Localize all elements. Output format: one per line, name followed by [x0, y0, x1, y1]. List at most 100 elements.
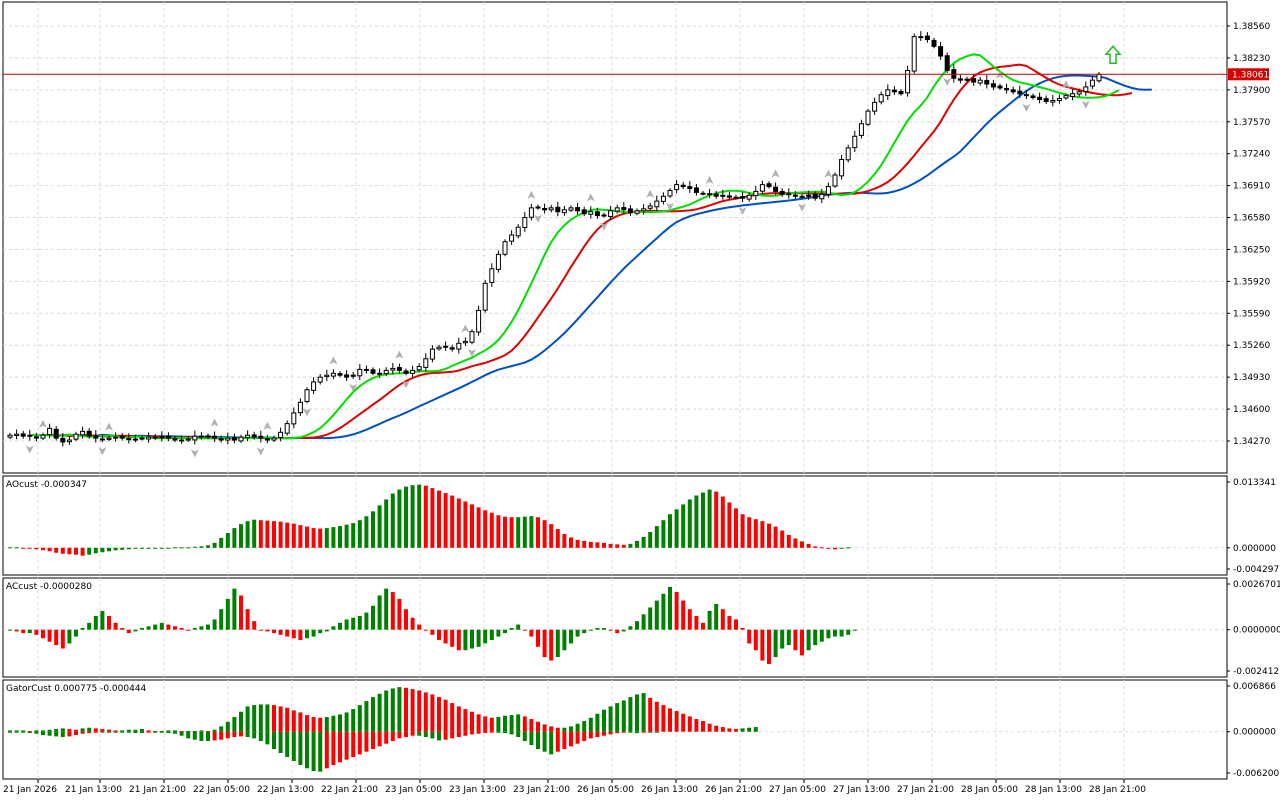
ac-bar-up [714, 604, 719, 630]
ac-bar-down [390, 592, 395, 630]
candle-bear [581, 209, 587, 215]
candle-bear [931, 39, 937, 47]
gator-upper-bar-down [450, 703, 455, 732]
candle-bear [205, 435, 211, 438]
ac-bar-up [786, 629, 791, 646]
gator-upper-bar-up [621, 700, 626, 732]
ao-bar-up [245, 521, 250, 548]
gator-upper-bar-down [278, 706, 283, 732]
gator-lower-bar-down [463, 731, 468, 736]
ao-bar-up [133, 547, 138, 549]
gator-lower-bar-up [311, 731, 316, 772]
ac-bar-down [410, 617, 415, 630]
gator-upper-bar-up [331, 715, 336, 732]
ao-bar-down [258, 520, 263, 548]
gator-upper-bar-up [232, 717, 237, 732]
candle-bear [403, 370, 409, 374]
time-label: 23 Jan 13:00 [449, 785, 506, 795]
ao-bar-up [351, 523, 356, 548]
candle-bull [14, 433, 20, 436]
gator-upper-bar-up [245, 706, 250, 732]
candle-bull [1050, 99, 1056, 103]
time-label: 22 Jan 21:00 [321, 785, 378, 795]
candle-bear [601, 214, 607, 217]
candle-bull [113, 436, 119, 439]
gator-lower-bar-up [27, 731, 32, 734]
candle-bear [938, 46, 944, 57]
ac-bar-down [793, 629, 798, 651]
candle-bear [1023, 94, 1029, 97]
ao-bar-up [707, 489, 712, 548]
ao-bar-down [496, 515, 501, 548]
gator-upper-bar-down [410, 689, 415, 732]
ac-bar-down [450, 629, 455, 647]
gator-lower-bar-up [41, 731, 45, 736]
candle-bull [179, 439, 185, 442]
ao-bar-up [839, 547, 844, 549]
time-label: 21 Jan 21:00 [129, 785, 186, 795]
ac-bar-down [21, 629, 26, 634]
ao-bar-down [503, 516, 507, 548]
time-label: 27 Jan 05:00 [769, 785, 826, 795]
ind-tick-label: 0.013341 [1233, 478, 1276, 488]
ac-bar-down [681, 600, 686, 630]
ac-bar-down [397, 598, 402, 630]
ao-bar-up [324, 528, 329, 548]
ao-bar-down [47, 547, 52, 552]
gator-lower-bar-up [298, 731, 303, 766]
gator-upper-bar-up [740, 728, 745, 732]
gator-upper-bar-down [311, 717, 316, 732]
ao-bar-down [806, 543, 811, 548]
ao-bar-up [153, 547, 158, 549]
ac-bar-up [470, 629, 474, 649]
gator-lower-bar-up [285, 731, 290, 758]
candle-bull [73, 433, 79, 440]
ao-bar-down [476, 507, 481, 548]
gator-upper-bar-up [351, 709, 356, 732]
ao-bar-down [833, 547, 837, 550]
ao-bar-up [159, 547, 164, 549]
ac-bar-up [331, 626, 336, 630]
ao-bar-down [740, 514, 745, 548]
candle-bear [621, 207, 627, 211]
gator-upper-bar-up [258, 704, 263, 732]
ac-bar-up [80, 627, 85, 630]
gator-upper-bar-up [509, 715, 514, 732]
time-label: 21 Jan 2026 [3, 785, 57, 795]
ao-bar-up [87, 547, 92, 555]
gator-lower-bar-down [588, 731, 593, 739]
gator-upper-bar-down [694, 719, 699, 732]
current-price-tag [1228, 68, 1269, 81]
gator-upper-bar-up [390, 688, 395, 732]
gator-upper-bar-down [272, 705, 276, 732]
ac-bar-up [93, 616, 98, 630]
ac-bar-up [476, 629, 481, 647]
fractal-down-marker [190, 449, 199, 458]
candle-bear [779, 190, 785, 195]
ac-bar-up [311, 629, 316, 637]
candle-bear [944, 55, 950, 71]
time-label: 26 Jan 13:00 [641, 785, 698, 795]
time-label: 23 Jan 21:00 [513, 785, 570, 795]
ac-bar-down [549, 629, 554, 661]
candle-bear [713, 193, 719, 197]
gator-upper-bar-down [456, 706, 461, 732]
gator-lower-bar-up [21, 731, 26, 733]
gator-lower-bar-up [318, 731, 323, 772]
gator-lower-bar-up [430, 731, 435, 739]
ac-bar-down [54, 629, 59, 646]
candle-bear [337, 373, 343, 376]
candle-bear [535, 206, 541, 209]
gator-upper-bar-up [397, 687, 402, 732]
gator-upper-bar-down [404, 687, 408, 732]
fractal-down-marker [98, 447, 107, 456]
candle-bull [40, 434, 46, 439]
gator-lower-bar-up [186, 731, 191, 739]
ac-bar-down [747, 629, 752, 644]
ac-bar-down [615, 629, 620, 634]
ind-tick-label: 0.0000000 [1233, 626, 1280, 636]
ao-bar-up [331, 527, 336, 548]
candle-bear [344, 374, 350, 378]
gator-lower-bar-down [357, 731, 362, 755]
gator-upper-bar-up [252, 705, 257, 732]
